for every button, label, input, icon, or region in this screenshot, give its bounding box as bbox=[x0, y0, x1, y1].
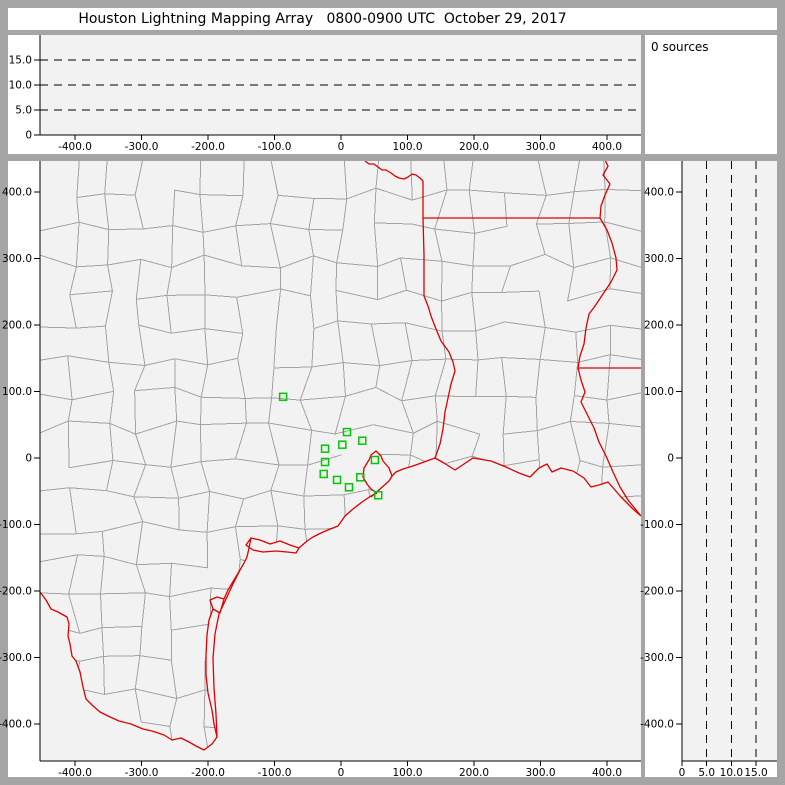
altitude-ns-panel: 400.0 300.0 200.0 100.0 0 -100.0 -200.0 -300.0 -… bbox=[640, 161, 777, 779]
mississippi-river-lower bbox=[577, 367, 641, 517]
station-marker bbox=[358, 436, 367, 445]
y-tick-label: -300.0 bbox=[640, 652, 674, 664]
sources-count-label: 0 sources bbox=[651, 40, 709, 54]
x-tick-label: -400.0 bbox=[58, 141, 92, 153]
rio-grande bbox=[40, 591, 218, 751]
y-tick-label: -200.0 bbox=[640, 586, 674, 598]
station-marker bbox=[344, 483, 354, 492]
y-tick-label: -400.0 bbox=[640, 719, 674, 731]
x-tick-label: 5.0 bbox=[698, 767, 715, 779]
coast-mid-texas bbox=[298, 492, 378, 549]
x-tick-label: -100.0 bbox=[258, 141, 292, 153]
x-tick-label: 15.0 bbox=[744, 767, 767, 779]
station-marker bbox=[278, 392, 288, 402]
station-marker bbox=[319, 469, 328, 479]
y-tick-label: 15.0 bbox=[9, 55, 32, 67]
title-bar: Houston Lightning Mapping Array 0800-090… bbox=[8, 8, 777, 30]
y-tick-label: -200.0 bbox=[0, 586, 32, 598]
station-marker bbox=[338, 440, 347, 449]
padre-island bbox=[212, 569, 241, 738]
y-tick-label: 100.0 bbox=[2, 386, 32, 398]
y-tick-label: 0 bbox=[667, 453, 674, 465]
galveston-bay bbox=[362, 450, 393, 494]
mississippi-river-upper bbox=[577, 161, 618, 369]
y-tick-label: 300.0 bbox=[644, 253, 674, 265]
sources-panel: 0 sources bbox=[645, 35, 777, 154]
altitude-ew-panel: 0 5.0 10.0 15.0 -400.0 -300.0 -200.0 -100.0 0 100… bbox=[8, 35, 641, 154]
x-tick-label: 200.0 bbox=[459, 767, 489, 779]
y-tick-label: -400.0 bbox=[0, 719, 32, 731]
matagorda-peninsula bbox=[245, 537, 300, 554]
altitude-ew-plot[interactable]: 0 5.0 10.0 15.0 -400.0 -300.0 -200.0 -100.0 0 100… bbox=[8, 35, 641, 154]
station-marker bbox=[320, 457, 330, 467]
x-tick-label: -200.0 bbox=[191, 767, 225, 779]
y-tick-label: -100.0 bbox=[0, 519, 32, 531]
page-title: Houston Lightning Mapping Array 0800-090… bbox=[78, 11, 567, 27]
gulf-of-mexico-mask bbox=[204, 451, 641, 761]
plan-view-map-plot[interactable]: 400.0 300.0 200.0 100.0 0 -100.0 -200.0 -300.0 -… bbox=[0, 161, 641, 779]
station-marker bbox=[342, 427, 352, 437]
plan-view-map-panel: 400.0 300.0 200.0 100.0 0 -100.0 -200.0 -300.0 -… bbox=[0, 161, 641, 779]
x-tick-label: 0 bbox=[338, 767, 345, 779]
y-tick-label: 0 bbox=[25, 130, 32, 142]
x-tick-label: -400.0 bbox=[58, 767, 92, 779]
map-layers bbox=[40, 161, 641, 761]
lma-stations bbox=[278, 392, 383, 500]
station-marker bbox=[332, 475, 342, 485]
x-tick-label: -300.0 bbox=[125, 141, 159, 153]
mexico-mask bbox=[40, 592, 217, 761]
y-tick-label: 200.0 bbox=[644, 320, 674, 332]
x-tick-label: 300.0 bbox=[525, 767, 555, 779]
y-tick-label: 100.0 bbox=[644, 386, 674, 398]
station-marker bbox=[373, 490, 383, 500]
x-tick-label: 300.0 bbox=[525, 141, 555, 153]
station-marker bbox=[320, 444, 330, 453]
texas-east-border bbox=[422, 181, 425, 296]
x-tick-label: 400.0 bbox=[592, 141, 622, 153]
x-tick-label: 100.0 bbox=[392, 767, 422, 779]
laguna-madre-mainland bbox=[205, 608, 218, 738]
y-tick-label: 400.0 bbox=[644, 187, 674, 199]
y-tick-label: 10.0 bbox=[9, 80, 32, 92]
station-marker bbox=[356, 473, 365, 482]
x-tick-label: -100.0 bbox=[258, 767, 292, 779]
y-tick-label: 300.0 bbox=[2, 253, 32, 265]
galveston-island bbox=[370, 475, 393, 498]
x-tick-label: 0 bbox=[679, 767, 686, 779]
x-tick-label: 0 bbox=[338, 141, 345, 153]
plot-background bbox=[682, 161, 777, 761]
y-tick-label: -300.0 bbox=[0, 652, 32, 664]
y-tick-label: 0 bbox=[25, 453, 32, 465]
coast-upper-texas bbox=[391, 457, 436, 477]
y-tick-label: -100.0 bbox=[640, 519, 674, 531]
sabine-river bbox=[423, 295, 456, 459]
x-tick-label: -300.0 bbox=[125, 767, 159, 779]
x-tick-label: 10.0 bbox=[720, 767, 743, 779]
x-tick-label: -200.0 bbox=[191, 141, 225, 153]
x-tick-label: 100.0 bbox=[392, 141, 422, 153]
y-tick-label: 400.0 bbox=[2, 187, 32, 199]
x-tick-label: 400.0 bbox=[592, 767, 622, 779]
coast-louisiana bbox=[434, 457, 641, 517]
y-tick-label: 5.0 bbox=[15, 105, 32, 117]
red-river bbox=[364, 161, 424, 182]
station-marker bbox=[370, 455, 380, 465]
y-tick-label: 200.0 bbox=[2, 320, 32, 332]
x-tick-label: 200.0 bbox=[459, 141, 489, 153]
altitude-ns-plot[interactable]: 400.0 300.0 200.0 100.0 0 -100.0 -200.0 -300.0 -… bbox=[640, 161, 777, 779]
state-borders-and-coast bbox=[40, 161, 641, 751]
